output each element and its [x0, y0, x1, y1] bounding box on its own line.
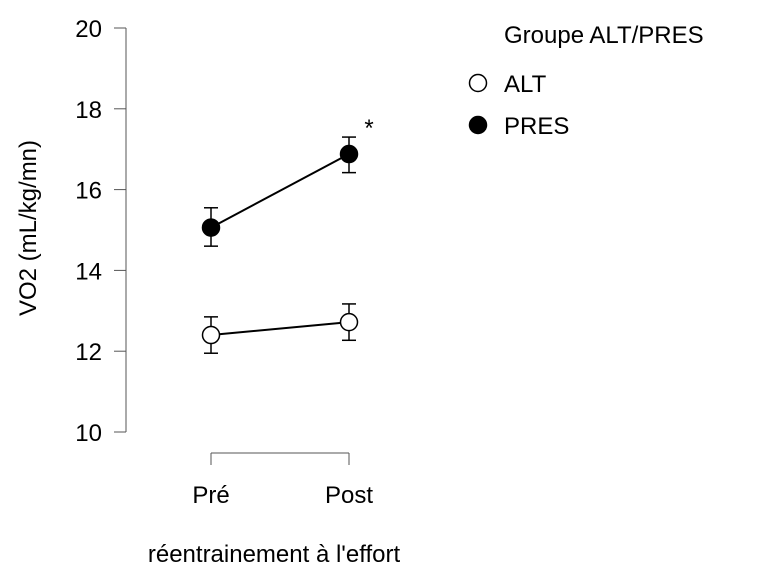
x-tick-label: Post: [325, 482, 373, 509]
legend-marker: [468, 115, 488, 135]
significance-annotation: *: [364, 115, 373, 142]
legend-title: Groupe ALT/PRES: [504, 22, 704, 49]
legend: Groupe ALT/PRES ALT PRES: [468, 22, 704, 140]
y-tick-label: 12: [75, 339, 102, 366]
series-line: [210, 321, 350, 337]
series-line: [210, 153, 350, 229]
y-axis-title: VO2 (mL/kg/mn): [15, 140, 42, 316]
y-tick-label: 14: [75, 258, 102, 285]
data-point: [201, 325, 221, 345]
data-point: [339, 144, 359, 164]
y-tick-label: 16: [75, 178, 102, 205]
series-alt: [201, 303, 359, 354]
y-tick-label: 18: [75, 97, 102, 124]
x-axis-title: réentrainement à l'effort: [148, 541, 401, 564]
y-tick-label: 20: [75, 16, 102, 43]
series-pres: [201, 136, 359, 247]
legend-label: ALT: [504, 71, 547, 98]
y-tick-label: 10: [75, 420, 102, 447]
legend-label: PRES: [504, 113, 569, 140]
series-layer: *: [201, 115, 374, 354]
data-point: [339, 312, 359, 332]
data-point: [201, 218, 221, 237]
legend-marker: [468, 73, 488, 93]
x-tick-label: Pré: [192, 482, 229, 509]
y-axis: 10 12 14 16 18 20: [75, 16, 127, 447]
x-axis: Pré Post: [192, 452, 373, 509]
